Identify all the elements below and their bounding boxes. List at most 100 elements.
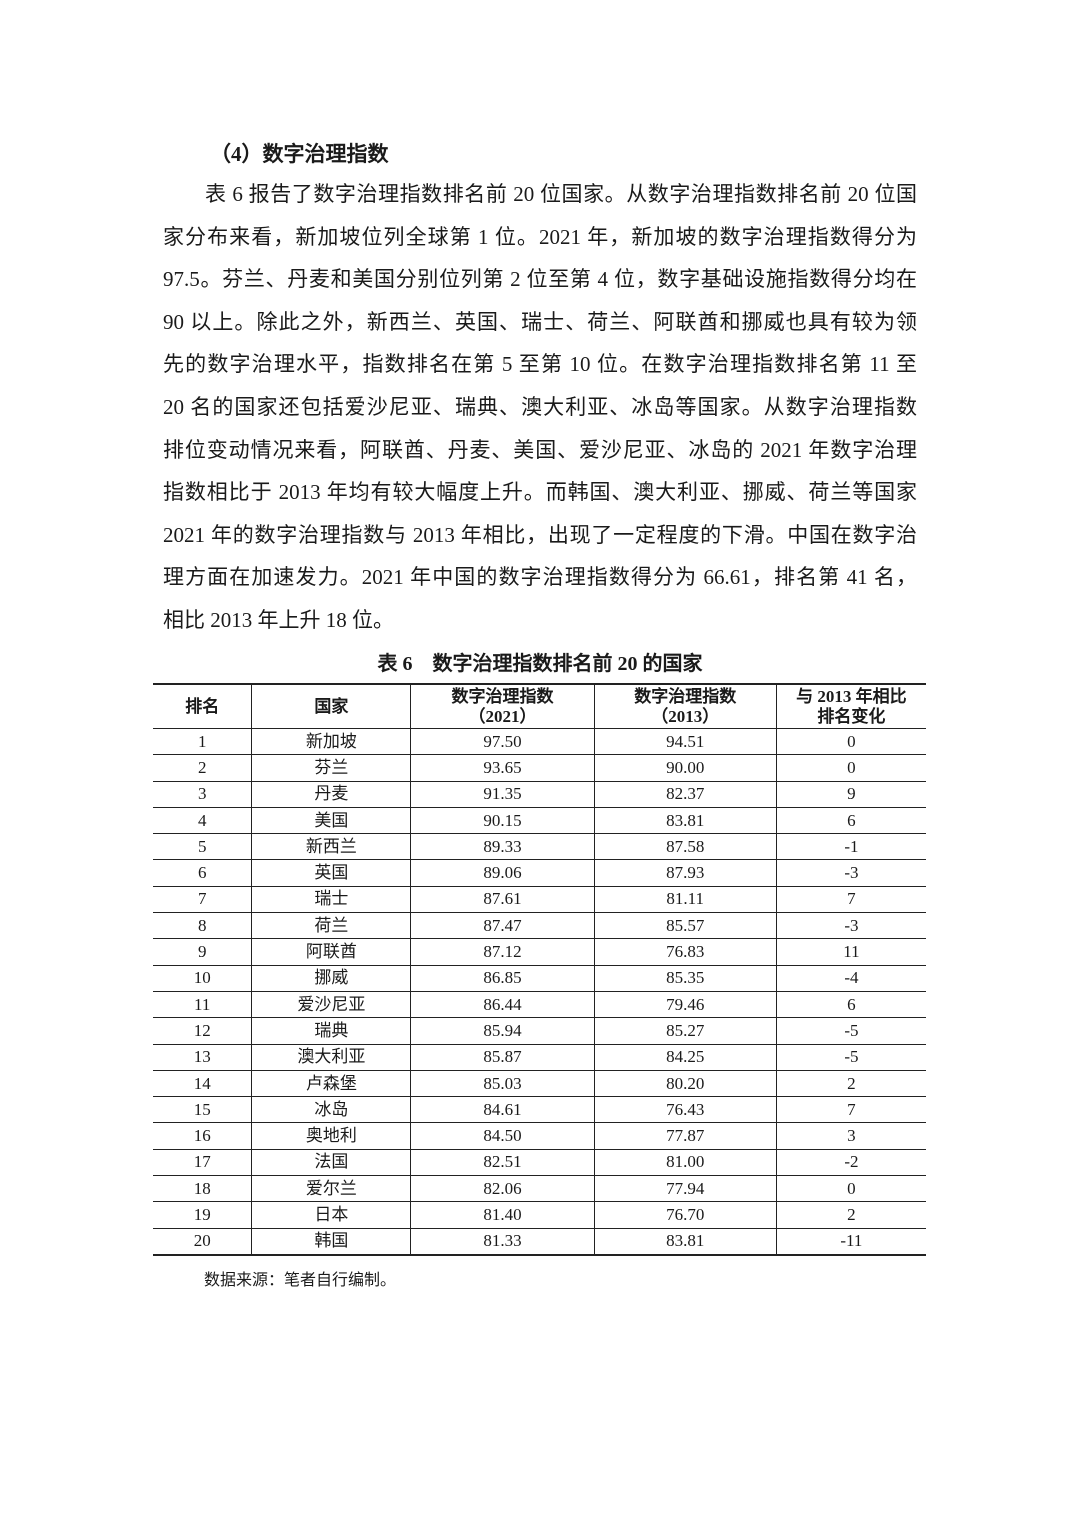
table-cell: 奥地利 [251,1122,412,1150]
table-cell: 19 [153,1201,253,1229]
paragraph-line: 理方面在加速发力。2021 年中国的数字治理指数得分为 66.61，排名第 41… [163,565,917,590]
table-row: 14 卢森堡 85.03 80.20 2 [153,1069,926,1098]
table-cell: 11 [775,938,926,966]
table-row: 7 瑞士 87.61 81.11 7 [153,885,926,914]
table-cell: 1 [153,727,253,756]
table-cell: 87.58 [593,833,777,861]
table-cell: 8 [153,912,253,940]
table-row: 1 新加坡 97.50 94.51 0 [153,727,926,756]
table-cell: 20 [153,1227,253,1256]
table-cell: 79.46 [593,990,777,1019]
table-cell: 新加坡 [251,727,412,756]
table-cell: 90.15 [410,806,595,835]
table-row: 19 日本 81.40 76.70 2 [153,1201,926,1229]
column-header-text: （2021） [468,706,537,726]
table-cell: 76.70 [593,1201,777,1229]
table-row: 18 爱尔兰 82.06 77.94 0 [153,1175,926,1203]
table-caption: 表 6 数字治理指数排名前 20 的国家 [377,653,703,675]
table-cell: 87.47 [410,912,595,940]
table-cell: 挪威 [251,964,412,992]
column-header-text: 与 2013 年相比 [796,686,907,706]
table-cell: 10 [153,964,253,992]
column-header-text: 数字治理指数 [451,686,554,706]
table-cell: 15 [153,1096,253,1124]
table-cell: 85.57 [593,912,777,940]
table-cell: 4 [153,806,253,835]
table-cell: 84.50 [410,1122,595,1150]
table-cell: 英国 [251,859,412,887]
table-cell: 9 [775,780,926,808]
section-heading: （4）数字治理指数 [210,142,389,166]
table-cell: 6 [775,806,926,835]
table-cell: 81.00 [593,1148,777,1177]
table-cell: 瑞士 [251,885,412,914]
paragraph-line: 2021 年的数字治理指数与 2013 年相比，出现了一定程度的下滑。中国在数字… [163,522,917,547]
table-row: 4 美国 90.15 83.81 6 [153,806,926,835]
table-cell: 90.00 [593,754,777,782]
table-cell: -1 [775,833,926,861]
table-row: 3 丹麦 91.35 82.37 9 [153,780,926,808]
table-cell: 82.37 [593,780,777,808]
table-cell: 卢森堡 [251,1069,412,1098]
column-header-text: 排名变化 [817,706,886,726]
table-cell: 89.33 [410,833,595,861]
column-header-text: （2013） [651,706,720,726]
table-cell: 9 [153,938,253,966]
table-cell: -3 [775,859,926,887]
table-cell: 93.65 [410,754,595,782]
table-cell: 7 [775,1096,926,1124]
table-cell: 冰岛 [251,1096,412,1124]
table-cell: 7 [153,885,253,914]
table-cell: 12 [153,1017,253,1045]
table-cell: 16 [153,1122,253,1150]
table-cell: 3 [153,780,253,808]
table-row: 2 芬兰 93.65 90.00 0 [153,754,926,782]
table-cell: 14 [153,1069,253,1098]
table-cell: 0 [775,754,926,782]
table-cell: 84.61 [410,1096,595,1124]
table-cell: 荷兰 [251,912,412,940]
table-cell: 爱尔兰 [251,1175,412,1203]
source-note: 数据来源：笔者自行编制。 [204,1272,397,1289]
table-row: 5 新西兰 89.33 87.58 -1 [153,833,926,861]
table-cell: 87.12 [410,938,595,966]
ranking-table: 排名 国家 数字治理指数 （2021） 数字治理指数 （2013）与 2013 年相比 排名… [153,683,926,1256]
table-row: 13 澳大利亚 85.87 84.25 -5 [153,1043,926,1071]
table-row: 17 法国 82.51 81.00 -2 [153,1148,926,1177]
table-cell: 6 [153,859,253,887]
table-cell: 77.87 [593,1122,777,1150]
paragraph-line: 家分布来看，新加坡位列全球第 1 位。2021 年，新加坡的数字治理指数得分为 [163,224,917,249]
table-cell: 0 [775,727,926,756]
table-row: 11 爱沙尼亚 86.44 79.46 6 [153,990,926,1019]
table-cell: 18 [153,1175,253,1203]
table-cell: 83.81 [593,806,777,835]
column-header: 与 2013 年相比 排名变化 [775,683,926,729]
table-cell: -5 [775,1043,926,1071]
paragraph-line: 相比 2013 年上升 18 位。 [163,607,394,632]
table-cell: -2 [775,1148,926,1177]
table-cell: 新西兰 [251,833,412,861]
column-header-text: 数字治理指数 [634,686,737,706]
table-cell: 94.51 [593,727,777,756]
table-cell: 83.81 [593,1227,777,1256]
table-row: 10 挪威 86.85 85.35 -4 [153,964,926,992]
table-cell: 85.35 [593,964,777,992]
table-cell: 阿联酋 [251,938,412,966]
table-cell: 芬兰 [251,754,412,782]
table-cell: 3 [775,1122,926,1150]
table-cell: 6 [775,990,926,1019]
table-cell: 丹麦 [251,780,412,808]
body-paragraph: 表 6 报告了数字治理指数排名前 20 位国家。从数字治理指数排名前 20 位国… [163,177,917,646]
table-cell: 瑞典 [251,1017,412,1045]
table-cell: 82.51 [410,1148,595,1177]
table-cell: -4 [775,964,926,992]
paragraph-line: 表 6 报告了数字治理指数排名前 20 位国家。从数字治理指数排名前 20 位国 [205,182,917,206]
table-row: 16 奥地利 84.50 77.87 3 [153,1122,926,1150]
table-row: 6 英国 89.06 87.93 -3 [153,859,926,887]
column-header-text: 国家 [314,696,349,716]
table-cell: 17 [153,1148,253,1177]
table-cell: -5 [775,1017,926,1045]
table-cell: -11 [775,1227,926,1256]
table-cell: 84.25 [593,1043,777,1071]
table-cell: 日本 [251,1201,412,1229]
